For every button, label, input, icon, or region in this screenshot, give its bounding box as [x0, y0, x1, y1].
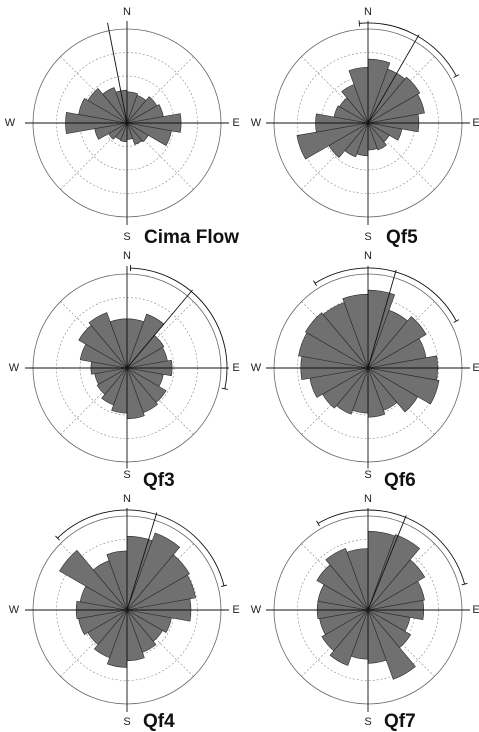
rose-petal: [126, 122, 149, 143]
confidence-arc: [57, 509, 225, 586]
rose-panel-qf7: N E S W Qf7: [249, 491, 479, 732]
rose-petal: [102, 87, 128, 124]
compass-label-east: E: [472, 604, 479, 616]
compass-label-south: S: [123, 716, 130, 728]
compass-label-north: N: [364, 6, 372, 18]
rose-petal: [321, 609, 369, 652]
rose-petal: [126, 122, 172, 146]
compass-label-east: E: [472, 362, 479, 374]
compass-label-north: N: [123, 6, 131, 18]
compass-label-north: N: [364, 493, 372, 505]
mean-direction-line: [367, 269, 397, 369]
rose-panel-qf6: N E S W Qf6: [249, 248, 479, 491]
compass-label-west: W: [9, 362, 20, 374]
confidence-arc-tick: [316, 520, 320, 527]
rose-petal: [367, 367, 440, 405]
rose-panel-qf4: N E S W Qf4: [7, 491, 242, 732]
compass-label-west: W: [251, 362, 262, 374]
rose-petal: [126, 532, 181, 611]
panel-title: Qf5: [386, 227, 418, 248]
panel-title: Qf7: [384, 711, 416, 732]
rose-petal: [87, 88, 128, 124]
rose-petal: [126, 574, 196, 611]
compass-label-west: W: [5, 117, 16, 129]
panel-title: Qf4: [143, 711, 175, 732]
rose-petal: [367, 534, 421, 611]
compass-label-south: S: [364, 716, 371, 728]
rose-petal: [59, 549, 128, 611]
confidence-arc: [314, 267, 457, 322]
rose-petal: [367, 367, 419, 413]
rose-petal: [325, 547, 369, 611]
confidence-arc: [130, 267, 228, 389]
rose-petal: [88, 312, 128, 369]
mean-direction-line: [367, 515, 407, 611]
mean-direction-line: [107, 22, 128, 124]
confidence-arc-tick: [461, 582, 468, 586]
compass-label-south: S: [123, 469, 130, 481]
rose-petal: [93, 609, 128, 659]
confidence-arc-tick: [313, 280, 317, 286]
rose-petal: [126, 609, 172, 633]
compass-label-south: S: [364, 231, 371, 243]
rose-petal: [367, 609, 416, 680]
compass-label-east: E: [232, 604, 239, 616]
rose-petal: [101, 367, 128, 406]
rose-petal: [126, 122, 143, 145]
confidence-arc-tick: [453, 319, 460, 323]
rose-petal: [296, 122, 369, 160]
compass-label-west: W: [251, 117, 262, 129]
confidence-arc-tick: [453, 74, 460, 78]
rose-petal: [305, 312, 369, 369]
rose-petal: [78, 97, 128, 124]
panel-title: Cima Flow: [144, 227, 239, 248]
confidence-arc-tick: [55, 535, 60, 541]
compass-label-north: N: [123, 493, 131, 505]
confidence-arc: [317, 509, 466, 585]
panel-title: Qf3: [143, 470, 175, 491]
rose-petal: [329, 609, 369, 666]
rose-panel-cima-flow: N E S W Cima Flow: [3, 4, 242, 248]
compass-label-north: N: [123, 250, 131, 262]
rose-petal: [367, 316, 427, 369]
rose-petal: [333, 105, 369, 124]
mean-direction-line: [126, 289, 193, 369]
confidence-arc-tick: [221, 584, 228, 587]
compass-label-north: N: [364, 250, 372, 262]
rose-panel-qf3: N E S W Qf3: [7, 248, 242, 491]
rose-petal: [367, 580, 425, 611]
confidence-arc: [359, 22, 457, 77]
confidence-arc-tick: [221, 387, 228, 390]
compass-label-west: W: [9, 604, 20, 616]
rose-panel-qf5: N E S W Qf5: [249, 4, 479, 248]
compass-label-south: S: [123, 231, 130, 243]
compass-label-south: S: [364, 469, 371, 481]
rose-petal: [367, 76, 421, 124]
confidence-arc-tick: [358, 20, 360, 27]
rose-petal: [367, 122, 387, 151]
rose-petal: [367, 93, 425, 124]
panel-title: Qf6: [384, 470, 416, 491]
rose-petal: [126, 554, 190, 611]
compass-label-east: E: [232, 362, 239, 374]
rose-petal: [96, 367, 128, 395]
compass-label-east: E: [232, 117, 239, 129]
rose-petal: [367, 122, 403, 141]
compass-label-east: E: [472, 117, 479, 129]
compass-label-west: W: [251, 604, 262, 616]
mean-direction-line: [367, 34, 420, 124]
mean-direction-line: [126, 512, 158, 611]
rose-petal: [367, 559, 426, 611]
